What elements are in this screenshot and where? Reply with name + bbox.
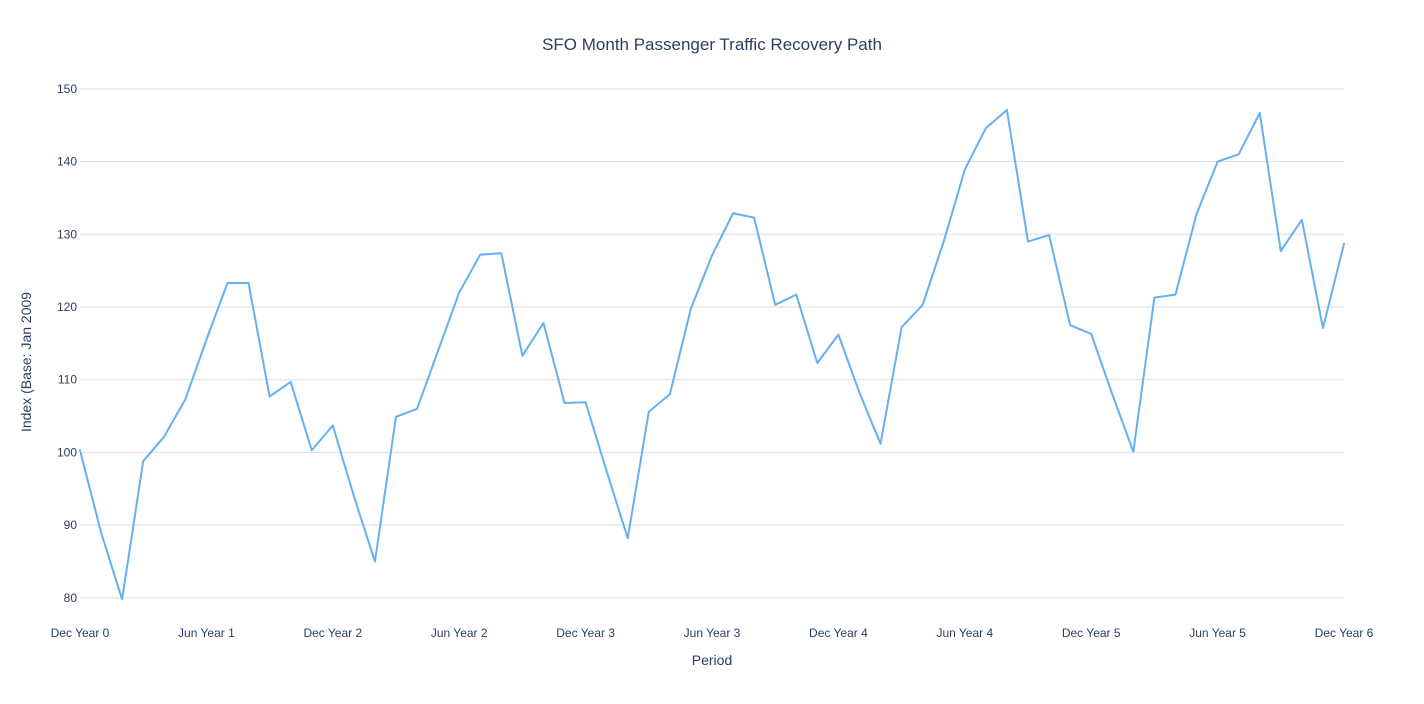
x-tick-label: Jun Year 3 [684, 626, 741, 640]
series-line-0 [79, 108, 1345, 601]
y-axis-title: Index (Base: Jan 2009 [18, 292, 34, 432]
y-tick-label: 120 [57, 300, 77, 314]
x-tick-label: Jun Year 2 [431, 626, 488, 640]
y-tick-label: 100 [57, 445, 77, 459]
x-tick-label: Jun Year 1 [178, 626, 235, 640]
x-tick-label: Dec Year 5 [1062, 626, 1121, 640]
y-gridlines [80, 88, 1344, 599]
x-tick-label: Dec Year 2 [303, 626, 362, 640]
y-tick-label: 110 [58, 373, 77, 387]
chart-title: SFO Month Passenger Traffic Recovery Pat… [542, 35, 882, 54]
x-tick-label: Dec Year 3 [556, 626, 615, 640]
x-tick-label: Dec Year 0 [51, 626, 110, 640]
y-tick-label: 130 [57, 227, 77, 241]
y-tick-label: 140 [57, 155, 77, 169]
y-tick-label: 150 [57, 82, 77, 96]
x-tick-label: Jun Year 5 [1189, 626, 1246, 640]
y-tick-label: 80 [64, 591, 78, 605]
x-tick-labels: Dec Year 0 Jun Year 1 Dec Year 2 Jun Year 2… [51, 626, 1374, 640]
x-axis-title: Period [692, 652, 732, 668]
y-tick-labels: 80 90 100 110 120 130 140 150 [57, 82, 77, 605]
x-tick-label: Dec Year 4 [809, 626, 868, 640]
series-layer [79, 108, 1345, 601]
x-tick-label: Dec Year 6 [1315, 626, 1374, 640]
y-tick-label: 90 [64, 518, 78, 532]
x-tick-label: Jun Year 4 [936, 626, 993, 640]
